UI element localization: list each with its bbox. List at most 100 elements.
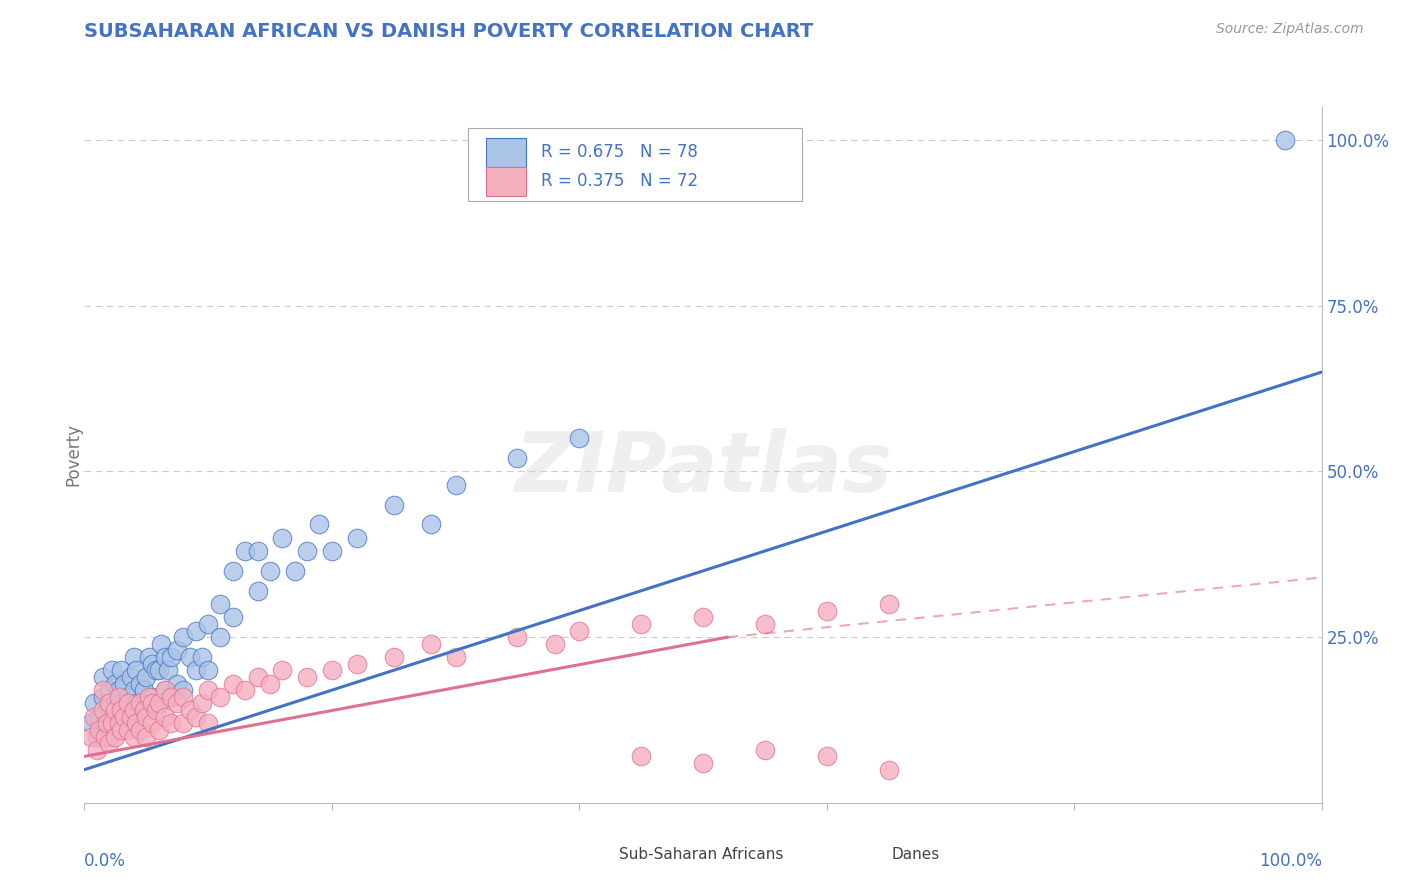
Point — [172, 690, 194, 704]
FancyBboxPatch shape — [852, 845, 879, 865]
Point — [138, 690, 160, 704]
Point — [233, 683, 256, 698]
Point — [160, 690, 183, 704]
Point — [271, 531, 294, 545]
Point — [222, 676, 245, 690]
Point — [444, 477, 467, 491]
Point — [172, 716, 194, 731]
Point — [79, 716, 101, 731]
Point — [91, 670, 114, 684]
Point — [877, 763, 900, 777]
Point — [271, 663, 294, 677]
Point — [543, 637, 565, 651]
Point — [295, 670, 318, 684]
Point — [132, 683, 155, 698]
Point — [86, 743, 108, 757]
Point — [98, 683, 121, 698]
Point — [692, 610, 714, 624]
Point — [630, 616, 652, 631]
Point — [246, 544, 269, 558]
Point — [692, 756, 714, 770]
Point — [110, 663, 132, 677]
Point — [98, 697, 121, 711]
Point — [98, 736, 121, 750]
Point — [86, 730, 108, 744]
Point — [197, 663, 219, 677]
Point — [506, 451, 529, 466]
Point — [135, 703, 157, 717]
Point — [83, 709, 105, 723]
Point — [129, 697, 152, 711]
Point — [172, 630, 194, 644]
Point — [91, 690, 114, 704]
Point — [568, 431, 591, 445]
Point — [382, 498, 405, 512]
Point — [160, 690, 183, 704]
Point — [129, 723, 152, 737]
Point — [754, 616, 776, 631]
Text: 100.0%: 100.0% — [1258, 852, 1322, 870]
Point — [129, 676, 152, 690]
Point — [209, 690, 232, 704]
Point — [166, 676, 188, 690]
Point — [122, 703, 145, 717]
Y-axis label: Poverty: Poverty — [65, 424, 82, 486]
Point — [117, 690, 139, 704]
Point — [148, 697, 170, 711]
Point — [96, 703, 118, 717]
Point — [120, 703, 142, 717]
Point — [346, 531, 368, 545]
Point — [222, 564, 245, 578]
Point — [83, 697, 105, 711]
Point — [89, 723, 111, 737]
Text: 0.0%: 0.0% — [84, 852, 127, 870]
Point — [419, 517, 441, 532]
Point — [308, 517, 330, 532]
Point — [153, 683, 176, 698]
Point — [112, 676, 135, 690]
Point — [110, 703, 132, 717]
Point — [104, 723, 127, 737]
Point — [110, 697, 132, 711]
Point — [122, 683, 145, 698]
Point — [246, 583, 269, 598]
Point — [197, 616, 219, 631]
Point — [108, 716, 131, 731]
Text: R = 0.375   N = 72: R = 0.375 N = 72 — [541, 172, 697, 191]
Point — [141, 716, 163, 731]
Point — [108, 709, 131, 723]
Point — [153, 709, 176, 723]
Point — [117, 723, 139, 737]
Point — [104, 730, 127, 744]
Point — [209, 597, 232, 611]
Point — [100, 709, 122, 723]
Point — [122, 730, 145, 744]
Point — [815, 604, 838, 618]
Point — [506, 630, 529, 644]
Point — [120, 670, 142, 684]
Text: Sub-Saharan Africans: Sub-Saharan Africans — [619, 847, 783, 863]
Point — [184, 624, 207, 638]
Point — [91, 703, 114, 717]
Text: ZIPatlas: ZIPatlas — [515, 428, 891, 509]
Point — [96, 716, 118, 731]
Point — [150, 637, 173, 651]
Point — [197, 683, 219, 698]
Point — [110, 723, 132, 737]
Point — [172, 683, 194, 698]
Point — [754, 743, 776, 757]
Point — [112, 709, 135, 723]
Point — [104, 676, 127, 690]
Point — [815, 749, 838, 764]
Point — [160, 716, 183, 731]
Point — [108, 683, 131, 698]
Point — [295, 544, 318, 558]
Point — [135, 709, 157, 723]
Point — [382, 650, 405, 665]
Point — [259, 564, 281, 578]
Point — [122, 709, 145, 723]
Point — [346, 657, 368, 671]
Point — [79, 730, 101, 744]
Point — [100, 663, 122, 677]
Point — [259, 676, 281, 690]
